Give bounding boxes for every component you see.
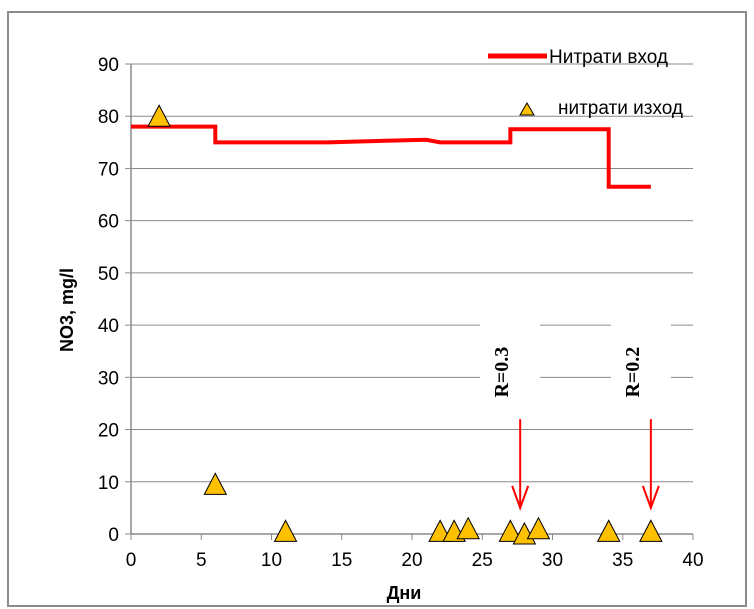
y-tick-label: 30 — [98, 368, 119, 389]
data-point-triangle — [526, 516, 551, 540]
annotation-backdrop — [610, 319, 671, 425]
annotation-label: R=0.3 — [491, 347, 513, 398]
nitrate-chart: 0 10 20 30 40 50 60 70 80 90 0 5 10 15 20 25 30 35 40 R=0.… — [57, 47, 704, 603]
series — [131, 104, 663, 545]
y-tick-label: 80 — [98, 107, 119, 128]
gridlines — [131, 63, 693, 483]
x-tick-label: 0 — [126, 550, 137, 571]
data-point-triangle — [498, 519, 523, 542]
y-tick-label: 60 — [98, 212, 119, 233]
tick-labels: 0 10 20 30 40 50 60 70 80 90 0 5 10 15 20 25 30 35 40 — [98, 55, 704, 571]
data-point-triangle — [639, 519, 663, 542]
annotation-arrow-head — [641, 485, 660, 511]
data-point-triangle — [203, 472, 228, 495]
x-tick-label: 40 — [682, 550, 703, 571]
legend-triangle-swatch — [519, 102, 535, 116]
annotation-backdrop — [480, 319, 541, 425]
y-tick-label: 10 — [98, 473, 119, 494]
y-tick-label: 90 — [98, 55, 119, 76]
axes — [125, 63, 694, 540]
x-tick-label: 20 — [401, 550, 422, 571]
y-axis-title: NO3, mg/l — [57, 268, 77, 352]
data-point-triangle — [147, 104, 171, 127]
annotation-backgrounds — [480, 319, 671, 425]
data-point-triangle — [273, 519, 298, 542]
legend-label-output: нитрати изход — [558, 98, 683, 119]
data-point-triangle — [456, 516, 481, 540]
x-tick-label: 30 — [542, 550, 563, 571]
x-tick-label: 35 — [612, 550, 633, 571]
data-point-triangle — [596, 519, 621, 542]
annotation-label: R=0.2 — [622, 347, 644, 398]
legend-label-input: Нитрати вход — [549, 47, 668, 68]
x-tick-label: 10 — [261, 550, 282, 571]
series-line-input — [131, 124, 651, 189]
y-tick-label: 0 — [108, 525, 119, 546]
x-axis-title: Дни — [387, 583, 422, 603]
x-tick-label: 5 — [196, 550, 207, 571]
x-tick-label: 25 — [472, 550, 493, 571]
chart-area: 0 10 20 30 40 50 60 70 80 90 0 5 10 15 20 25 30 35 40 R=0.… — [7, 11, 747, 607]
y-tick-label: 50 — [98, 264, 119, 285]
legend: Нитрати вход нитрати изход — [488, 47, 683, 119]
x-tick-label: 15 — [331, 550, 352, 571]
y-tick-label: 20 — [98, 421, 119, 442]
annotations: R=0.3 R=0.2 — [491, 347, 660, 511]
annotation-arrow-head — [511, 485, 530, 511]
y-tick-label: 40 — [98, 316, 119, 337]
y-tick-label: 70 — [98, 159, 119, 180]
